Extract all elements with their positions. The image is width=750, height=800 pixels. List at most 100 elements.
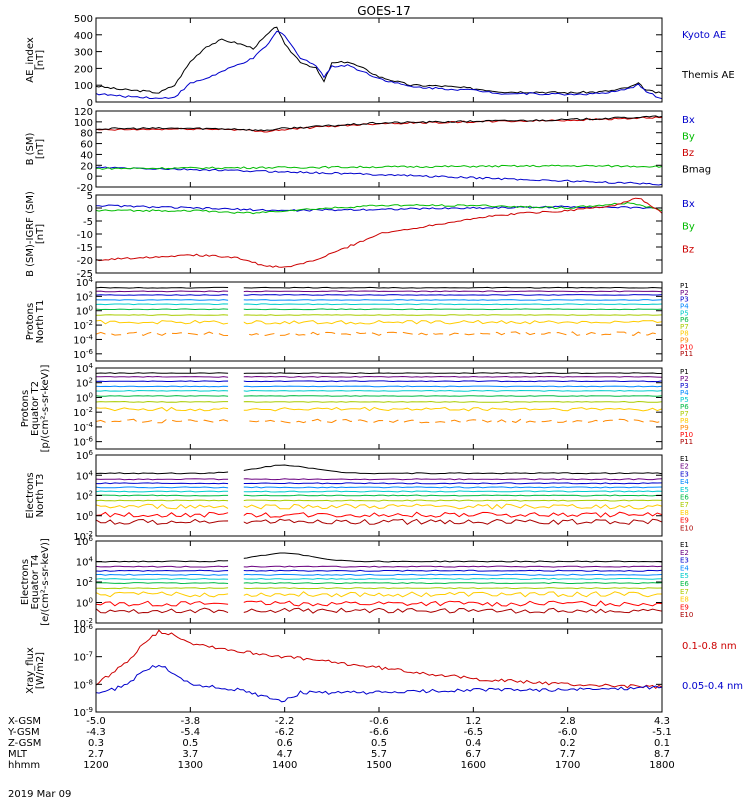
panel-ee-data	[96, 541, 662, 623]
ytick-label: 100	[76, 597, 93, 610]
series-level-4	[96, 486, 662, 489]
series-level-3	[96, 569, 662, 572]
legend-e2: E2	[680, 463, 689, 471]
ytick-label: -20	[77, 183, 93, 194]
legend-bz: Bz	[682, 148, 694, 159]
ytick-label: 104	[76, 469, 94, 482]
ytick-label: 102	[76, 377, 93, 390]
series-level-8	[96, 406, 662, 412]
series-level-1	[96, 464, 662, 475]
legend-0-1-0-8-nm: 0.1-0.8 nm	[682, 641, 737, 652]
legend-p9: P9	[680, 337, 689, 345]
series-level-6	[96, 494, 662, 497]
panel-dbsm: -25 -20 -15 -10 -5 0 5 B (SM)-IGRF (SM) [nT] Bx By…	[25, 191, 695, 280]
table-cell: 0.5	[371, 738, 387, 749]
panel-pn-data	[96, 282, 662, 361]
series-level-5	[96, 577, 662, 580]
table-cell: 1200	[83, 760, 108, 771]
legend-p11: P11	[680, 350, 693, 358]
legend-p2: P2	[680, 375, 689, 383]
panel-en-data	[96, 455, 662, 536]
legend-e9: E9	[680, 603, 689, 611]
ytick-label: 200	[74, 64, 93, 75]
legend-bz: Bz	[682, 244, 694, 255]
series-level-7	[96, 400, 662, 403]
legend-e2: E2	[680, 549, 689, 557]
series-level-9	[96, 331, 662, 337]
legend-by: By	[682, 132, 695, 143]
legend-p4: P4	[680, 389, 689, 397]
table-cell: -6.2	[275, 727, 295, 738]
ytick-label: 10-6	[73, 623, 93, 636]
ytick-label: 10-2	[73, 617, 93, 630]
series-level-8	[96, 591, 662, 598]
date-label: 2019 Mar 09	[8, 789, 71, 800]
table-cell: 1300	[178, 760, 203, 771]
table-cell: 1400	[272, 760, 297, 771]
ytick-label: 0	[87, 172, 93, 183]
table-cell: 3.7	[182, 749, 198, 760]
legend-p6: P6	[680, 316, 689, 324]
table-cell: -5.0	[86, 716, 106, 727]
legend-p6: P6	[680, 403, 689, 411]
series-level-9	[96, 600, 662, 607]
data-gap	[228, 455, 244, 536]
series-by	[96, 164, 662, 170]
ylabel: Equator T4	[30, 555, 41, 610]
panel-xray-data	[96, 629, 662, 703]
legend-e10: E10	[680, 524, 693, 532]
panel-frame	[95, 628, 663, 713]
ylabel: Electrons	[20, 559, 31, 605]
legend-p1: P1	[680, 368, 689, 376]
series-kyoto-ae	[96, 30, 662, 100]
ylabel: [nT]	[35, 139, 46, 159]
table-row-label: MLT	[8, 749, 28, 760]
table-cell: 1600	[461, 760, 486, 771]
table-cell: 0.2	[560, 738, 576, 749]
table-cell: 5.7	[371, 749, 387, 760]
ytick-label: 10-8	[73, 678, 93, 691]
ytick-label: 106	[76, 449, 94, 462]
legend-0-05-0-4-nm: 0.05-0.4 nm	[682, 681, 743, 692]
legend-e3: E3	[680, 470, 689, 478]
legend-p10: P10	[680, 431, 693, 439]
series-by	[96, 201, 662, 215]
ytick-label: -5	[83, 217, 93, 228]
table-cell: -0.6	[369, 716, 389, 727]
series-level-4	[96, 573, 662, 576]
table-cell: -6.0	[558, 727, 578, 738]
table-cell: -5.1	[652, 727, 672, 738]
table-cell: 6.7	[465, 749, 481, 760]
legend-e4: E4	[680, 564, 689, 572]
table-cell: 4.3	[654, 716, 670, 727]
legend-p7: P7	[680, 323, 689, 331]
ytick-label: 10-6	[73, 436, 93, 449]
ylabel: North T3	[35, 474, 46, 518]
legend-bmag: Bmag	[682, 165, 711, 176]
ytick-label: 104	[76, 362, 94, 375]
series-level-7	[96, 499, 662, 502]
table-cell: 0.1	[654, 738, 670, 749]
table-cell: 0.5	[182, 738, 198, 749]
ytick-label: 400	[74, 31, 93, 42]
table-cell: -4.3	[86, 727, 106, 738]
ytick-label: 102	[76, 290, 93, 303]
series-bz	[96, 116, 662, 133]
data-gap	[228, 541, 244, 623]
legend-p10: P10	[680, 343, 693, 351]
table-row-label: X-GSM	[8, 716, 41, 727]
panel-bsm-data	[96, 115, 662, 186]
series-level-1	[96, 286, 662, 289]
ylabel: Protons	[20, 390, 31, 427]
series-0-05-0-4-nm	[96, 664, 662, 703]
ytick-label: -15	[77, 243, 93, 254]
panel-frame	[95, 17, 663, 103]
ylabel: [nT]	[35, 50, 46, 70]
panel-ae: 0 100 200 300 400 500 AE_index [nT] Kyoto AE Them…	[25, 14, 735, 109]
table-cell: 1.2	[465, 716, 481, 727]
ytick-label: 100	[76, 391, 93, 404]
ytick-label: 60	[80, 140, 93, 151]
series-bx	[96, 166, 662, 186]
series-level-2	[96, 375, 662, 378]
series-level-2	[96, 290, 662, 293]
